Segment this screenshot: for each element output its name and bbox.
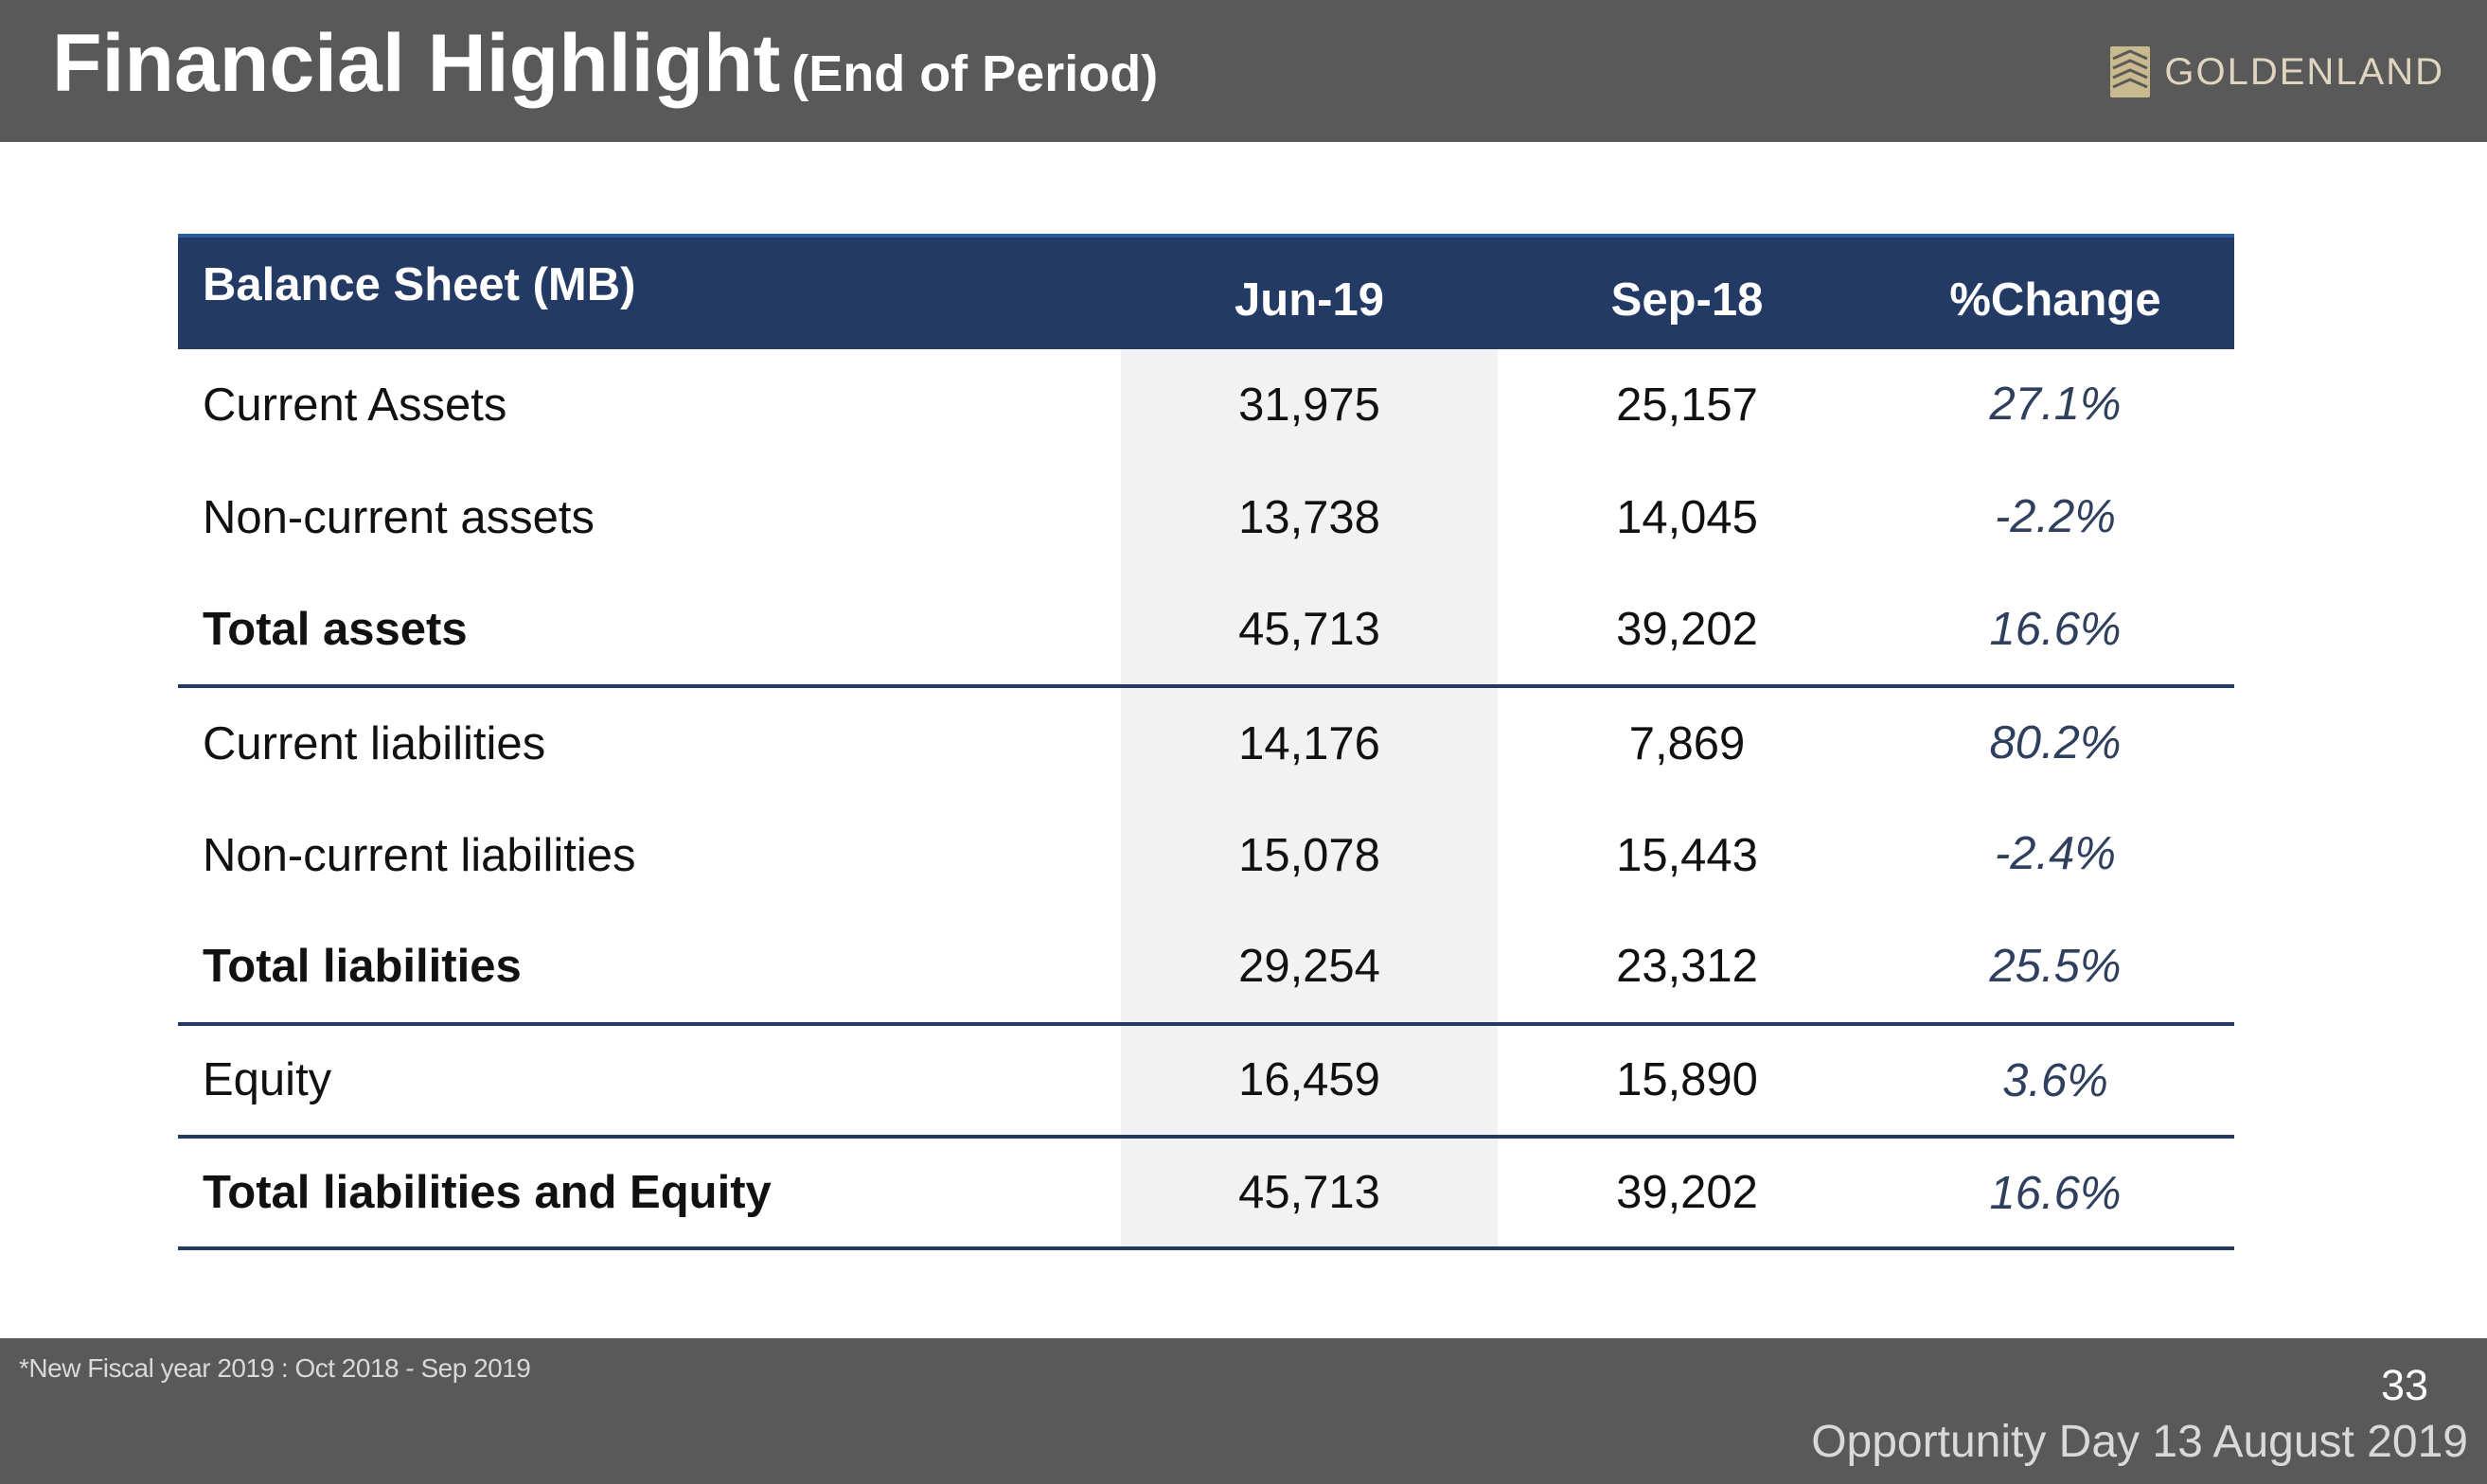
header-sep18: Sep-18 [1498, 234, 1876, 349]
row-label: Non-current assets [203, 492, 595, 544]
fiscal-year-footnote: *New Fiscal year 2019 : Oct 2018 - Sep 2… [19, 1353, 531, 1383]
cell-sep18: 25,157 [1616, 380, 1758, 432]
company-logo: GOLDENLAND [2109, 45, 2444, 98]
cell-sep18: 15,890 [1498, 1023, 1876, 1139]
row-label: Total liabilities and Equity [178, 1136, 1121, 1251]
header-balance-sheet: Balance Sheet (MB) [178, 234, 1121, 349]
title-bar: Financial Highlight (End of Period) GOLDE… [0, 0, 2487, 142]
cell-jun19: 14,176 [1121, 686, 1498, 800]
cell-sep18: 7,869 [1628, 717, 1746, 769]
header-jun19: Jun-19 [1121, 234, 1498, 349]
cell-change: -2.2% [1994, 490, 2116, 542]
cell-sep18: 39,202 [1498, 1136, 1876, 1251]
row-label: Equity [178, 1023, 1121, 1139]
cell-change: 25.5% [1876, 910, 2234, 1026]
cell-jun19: 45,713 [1121, 574, 1498, 689]
goldenland-logo-icon [2110, 46, 2151, 97]
row-label: Current Assets [203, 380, 507, 432]
logo-text: GOLDENLAND [2164, 50, 2444, 93]
row-label: Non-current liabilities [203, 829, 636, 881]
footer-bar: *New Fiscal year 2019 : Oct 2018 - Sep 2… [0, 1338, 2487, 1484]
balance-sheet-table-container: Balance Sheet (MB) Jun-19 Sep-18 %Change… [178, 234, 2234, 1251]
table-row: Non-current liabilities 15,078 15,443 -2… [178, 799, 2234, 911]
cell-change: 16.6% [1876, 574, 2234, 689]
cell-change: 3.6% [1876, 1023, 2234, 1139]
cell-jun19: 13,738 [1121, 461, 1498, 574]
table-row: Equity 16,459 15,890 3.6% [178, 1023, 2234, 1139]
row-label: Total liabilities [178, 910, 1121, 1026]
slide-title: Financial Highlight (End of Period) [52, 17, 1158, 111]
slide-title-sub: (End of Period) [791, 45, 1159, 102]
header-change: %Change [1876, 234, 2234, 349]
cell-change: -2.4% [1994, 828, 2116, 880]
table-header-row: Balance Sheet (MB) Jun-19 Sep-18 %Change [178, 234, 2234, 349]
cell-change: 27.1% [1989, 379, 2122, 430]
cell-sep18: 23,312 [1498, 910, 1876, 1026]
cell-jun19: 29,254 [1121, 910, 1498, 1026]
row-label: Current liabilities [203, 717, 546, 769]
cell-jun19: 31,975 [1121, 349, 1498, 462]
event-caption: Opportunity Day 13 August 2019 [1811, 1417, 2468, 1467]
table-row: Total liabilities and Equity 45,713 39,2… [178, 1136, 2234, 1251]
cell-jun19: 16,459 [1121, 1023, 1498, 1139]
cell-jun19: 15,078 [1121, 799, 1498, 911]
table-row: Total liabilities 29,254 23,312 25.5% [178, 910, 2234, 1026]
cell-change: 80.2% [1989, 717, 2122, 769]
table-row: Total assets 45,713 39,202 16.6% [178, 574, 2234, 689]
slide-title-main: Financial Highlight [52, 18, 781, 109]
table-row: Current liabilities 14,176 7,869 80.2% [178, 686, 2234, 800]
table-row: Current Assets 31,975 25,157 27.1% [178, 349, 2234, 462]
cell-sep18: 39,202 [1498, 574, 1876, 689]
row-label: Total assets [178, 574, 1121, 689]
page-number: 33 [2380, 1361, 2428, 1409]
balance-sheet-table: Balance Sheet (MB) Jun-19 Sep-18 %Change… [178, 234, 2234, 1251]
cell-change: 16.6% [1876, 1136, 2234, 1251]
table-row: Non-current assets 13,738 14,045 -2.2% [178, 461, 2234, 574]
cell-sep18: 14,045 [1616, 492, 1758, 544]
cell-sep18: 15,443 [1616, 829, 1758, 881]
cell-jun19: 45,713 [1121, 1136, 1498, 1251]
